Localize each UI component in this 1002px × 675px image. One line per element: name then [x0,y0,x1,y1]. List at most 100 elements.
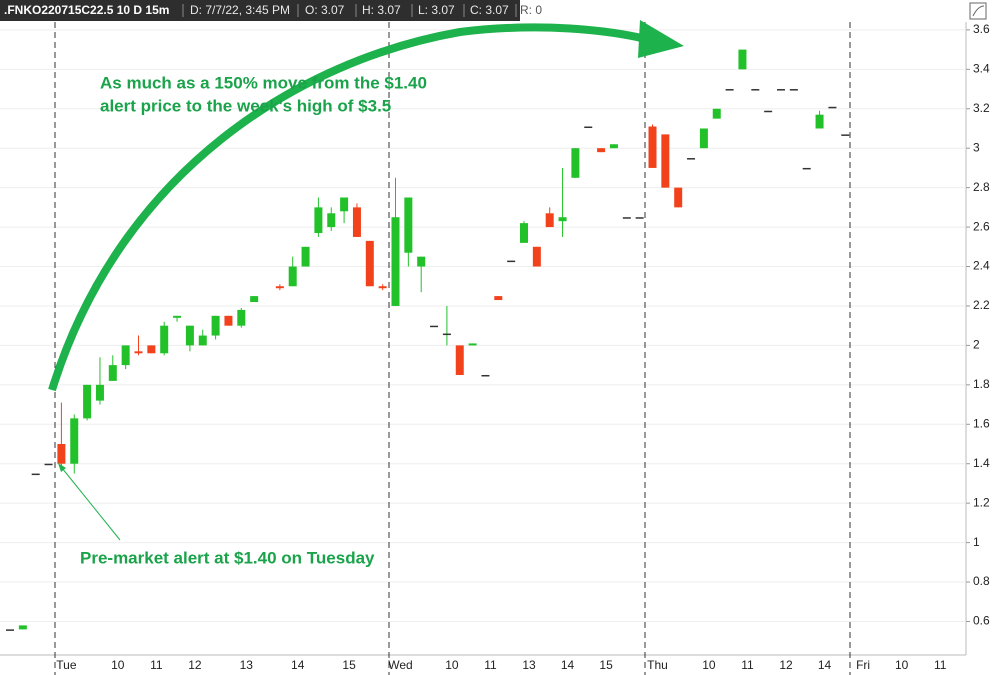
x-tick-label: 10 [895,658,909,672]
settings-icon[interactable] [969,2,987,20]
x-tick-label: 13 [240,658,254,672]
note: Pre-market alert at $1.40 on Tuesday [80,548,375,567]
candle-body [237,309,246,326]
candle-body [160,325,169,354]
x-tick-label: 11 [150,658,163,672]
x-tick-label: 14 [561,658,575,672]
grid [0,29,966,622]
candle-body [430,325,439,328]
candle-body [699,128,708,149]
candle-body [250,296,259,303]
x-tick-label: 13 [522,658,536,672]
x-tick-label: Thu [647,658,668,672]
y-tick-label: 0.6 [973,614,990,628]
y-tick-label: 3 [973,140,980,154]
candle-body [134,351,143,354]
candles [6,49,850,631]
candle-body [661,134,670,188]
candle-body [185,325,194,346]
candle-body [802,167,811,170]
x-tick-label: 12 [188,658,202,672]
candle-body [378,286,387,289]
candle-body [83,384,92,419]
candle-body [147,345,156,354]
candle-body [520,223,528,243]
y-tick-label: 1.6 [973,416,990,430]
candle-body [571,148,580,178]
annotation: As much as a 150% move from the $1.40 [100,73,427,92]
y-tick-label: 0.8 [973,574,990,588]
candle-body [442,333,451,336]
x-tick-label: 14 [818,658,832,672]
candle-body [44,463,53,466]
candle-body [635,217,644,219]
candle-body [738,49,747,70]
candle-body [288,266,297,287]
candle-body [314,207,323,233]
candle-body [417,256,426,267]
y-tick-label: 2.6 [973,219,990,233]
y-tick-label: 2.2 [973,298,990,312]
candle-body [558,217,567,222]
candle-body [404,197,413,253]
x-tick-label: 10 [111,658,125,672]
candle-body [545,213,554,228]
candle-body [584,126,593,129]
annotation: alert price to the week's high of $3.5 [100,96,391,115]
candle-body [224,315,233,326]
x-tick-label: 11 [741,658,754,672]
x-tick-label: 10 [702,658,716,672]
candle-body [173,315,182,318]
header-item: H: 3.07 [362,3,401,17]
candle-body [108,365,117,381]
note-pointer [58,463,121,541]
candle-body [777,89,785,91]
y-tick-label: 3.6 [973,22,990,36]
candle-body [507,260,516,263]
x-tick-label: 12 [779,658,793,672]
header-item: R: 0 [520,3,542,17]
header-item: O: 3.07 [305,3,345,17]
x-tick-label: 10 [445,658,459,672]
y-tick-label: 2.8 [973,180,990,194]
x-tick-label: 14 [291,658,305,672]
candle-body [828,106,837,109]
candle-body [597,148,606,153]
candle-body [609,144,618,149]
x-tick-label: 15 [599,658,613,672]
x-tick-label: 11 [484,658,497,672]
candle-body [622,217,631,219]
candle-body [764,110,773,113]
candle-body [95,384,104,401]
candle-body [841,134,850,136]
candle-body [725,89,734,91]
candle-body [352,207,361,237]
header-bar [0,0,520,21]
candle-body [121,345,130,366]
y-tick-label: 1.8 [973,377,990,391]
x-tick-label: Tue [56,658,77,672]
header-item: L: 3.07 [418,3,455,17]
day-dividers [54,22,851,675]
candle-body [687,158,696,160]
candle-body [712,108,721,119]
candle-body [18,625,27,630]
candle-body [455,345,464,375]
candle-body [674,187,683,208]
candle-body [327,213,336,228]
header-item: D: 7/7/22, 3:45 PM [190,3,290,17]
big-arrow [48,20,684,392]
candle-body [57,444,66,464]
y-tick-label: 3.2 [973,101,990,115]
header-separators [182,4,517,17]
y-tick-label: 3.4 [973,61,990,75]
header-item: C: 3.07 [470,3,509,17]
candle-body [275,286,284,289]
y-tick-label: 1.2 [973,495,990,509]
candle-body [789,89,798,91]
x-tick-label: 11 [934,658,947,672]
candle-body [468,343,477,346]
candle-body [198,335,207,346]
y-tick-label: 1 [973,535,980,549]
